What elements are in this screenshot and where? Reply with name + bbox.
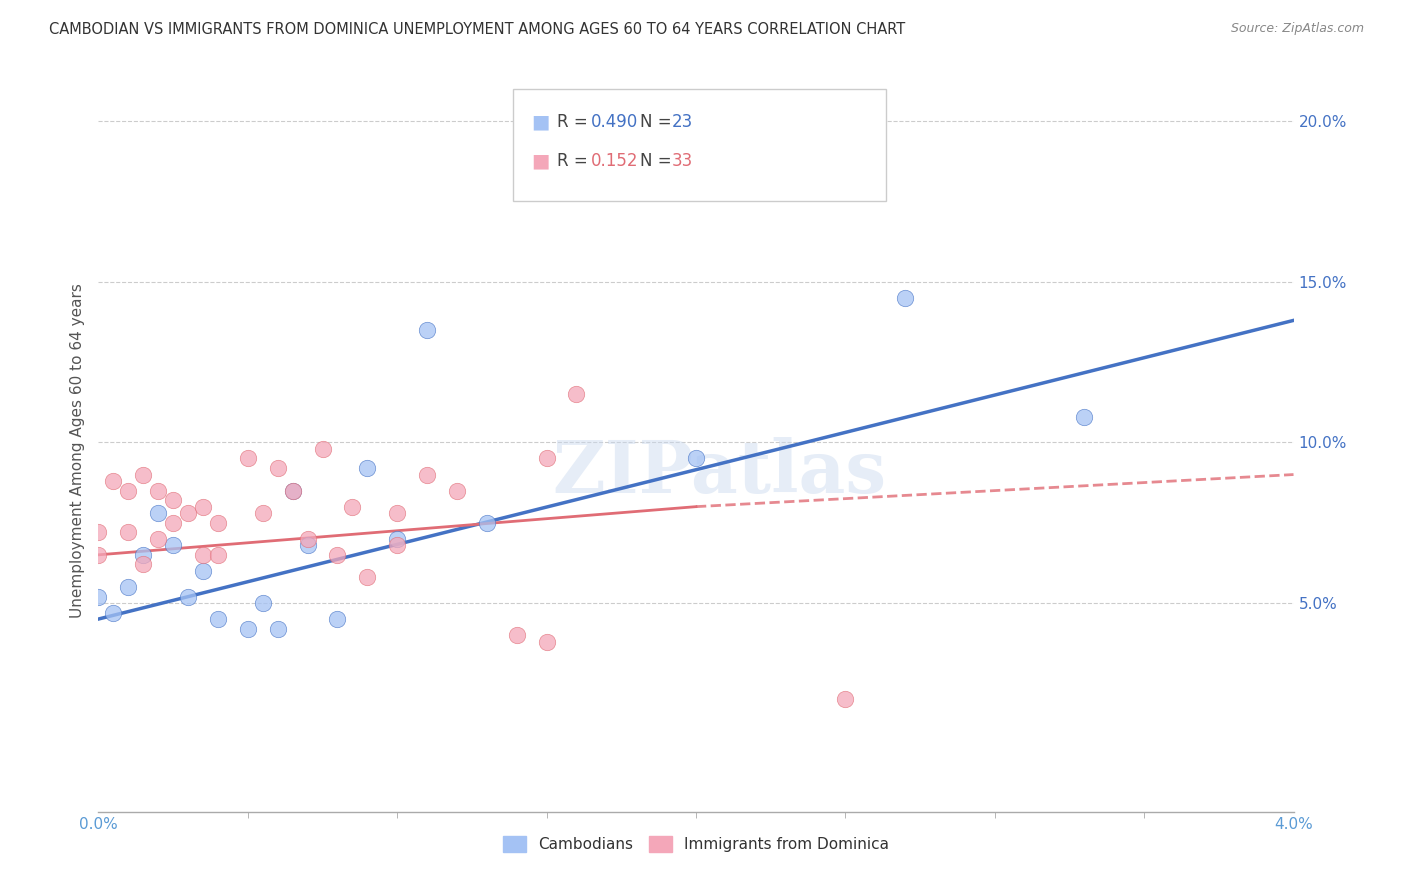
Text: 0.490: 0.490 <box>591 113 638 131</box>
Text: R =: R = <box>557 113 593 131</box>
Point <box>162 538 184 552</box>
Point <box>87 548 110 562</box>
Text: 0.152: 0.152 <box>591 152 638 169</box>
Point <box>103 606 125 620</box>
Point <box>148 483 170 498</box>
Point <box>191 564 214 578</box>
Point <box>162 516 184 530</box>
Point <box>326 548 349 562</box>
Text: CAMBODIAN VS IMMIGRANTS FROM DOMINICA UNEMPLOYMENT AMONG AGES 60 TO 64 YEARS COR: CAMBODIAN VS IMMIGRANTS FROM DOMINICA UN… <box>49 22 905 37</box>
Text: Source: ZipAtlas.com: Source: ZipAtlas.com <box>1230 22 1364 36</box>
Text: ■: ■ <box>531 151 550 170</box>
Point <box>148 532 170 546</box>
Point <box>191 500 214 514</box>
Point <box>356 570 378 584</box>
Point <box>236 622 259 636</box>
Legend: Cambodians, Immigrants from Dominica: Cambodians, Immigrants from Dominica <box>498 830 894 858</box>
Point <box>103 474 125 488</box>
Point <box>191 548 214 562</box>
Point <box>148 506 170 520</box>
Point <box>894 291 917 305</box>
Point <box>506 628 529 642</box>
Point <box>834 692 856 706</box>
Point <box>356 461 378 475</box>
Point <box>117 525 139 540</box>
Point <box>87 525 110 540</box>
Point <box>132 558 155 572</box>
Point <box>162 493 184 508</box>
Point <box>177 590 200 604</box>
Point <box>342 500 364 514</box>
Point <box>252 506 274 520</box>
Point <box>565 387 588 401</box>
Text: N =: N = <box>640 152 676 169</box>
Text: ■: ■ <box>531 112 550 132</box>
Point <box>385 506 409 520</box>
Point <box>326 612 349 626</box>
Text: 23: 23 <box>672 113 693 131</box>
Point <box>132 467 155 482</box>
Point <box>297 532 319 546</box>
Point <box>565 162 588 177</box>
Point <box>536 451 558 466</box>
Point <box>446 483 468 498</box>
Text: ZIPatlas: ZIPatlas <box>553 437 887 508</box>
Point <box>207 612 229 626</box>
Point <box>297 538 319 552</box>
Point <box>267 622 290 636</box>
Point <box>177 506 200 520</box>
Text: N =: N = <box>640 113 676 131</box>
Point <box>281 483 304 498</box>
Point <box>87 590 110 604</box>
Point <box>117 483 139 498</box>
Point <box>267 461 290 475</box>
Point <box>281 483 304 498</box>
Y-axis label: Unemployment Among Ages 60 to 64 years: Unemployment Among Ages 60 to 64 years <box>69 283 84 618</box>
Point <box>1073 409 1095 424</box>
Point <box>117 580 139 594</box>
Point <box>416 323 439 337</box>
Point <box>536 634 558 648</box>
Text: 33: 33 <box>672 152 693 169</box>
Point <box>685 451 707 466</box>
Point <box>207 548 229 562</box>
Point <box>475 516 498 530</box>
Point <box>207 516 229 530</box>
Point <box>252 596 274 610</box>
Point <box>385 538 409 552</box>
Point <box>132 548 155 562</box>
Point <box>385 532 409 546</box>
Point <box>236 451 259 466</box>
Point <box>416 467 439 482</box>
Text: R =: R = <box>557 152 593 169</box>
Point <box>311 442 333 456</box>
